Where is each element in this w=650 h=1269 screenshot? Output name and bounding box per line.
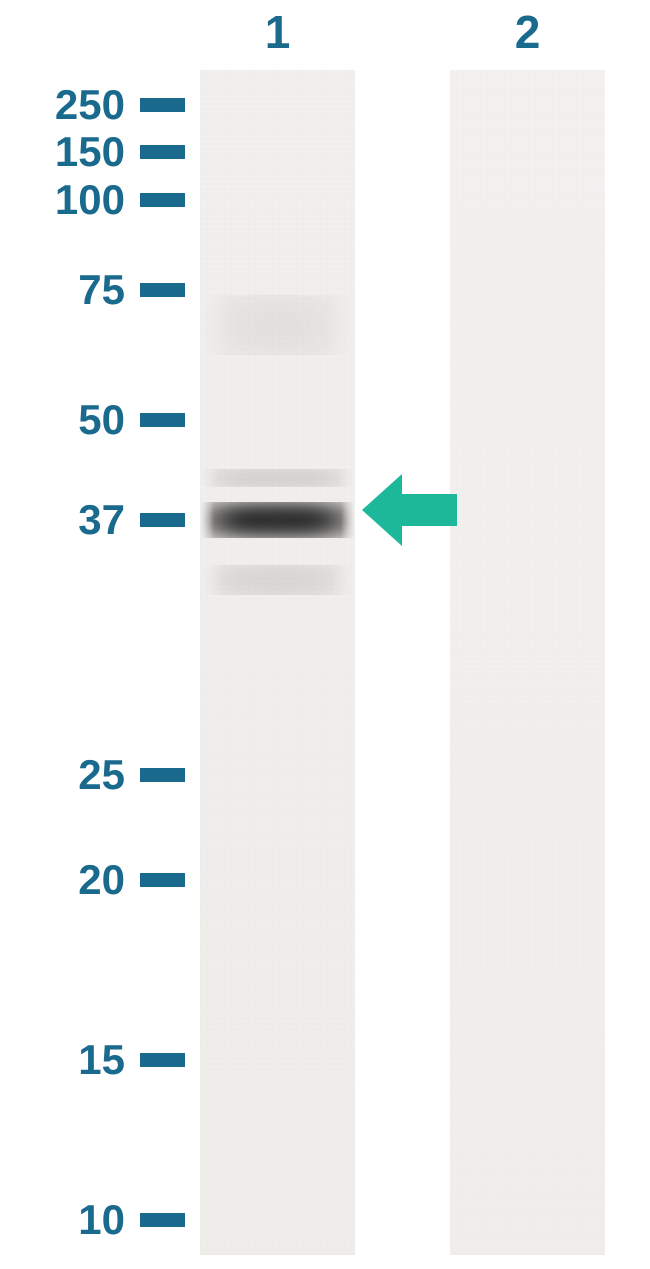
marker-label-50: 50: [78, 396, 125, 444]
marker-tick-10: [140, 1213, 185, 1227]
marker-label-20: 20: [78, 856, 125, 904]
marker-tick-25: [140, 768, 185, 782]
indicator-arrow: [362, 474, 457, 546]
marker-tick-150: [140, 145, 185, 159]
lane-header-2: 2: [450, 5, 605, 59]
marker-tick-50: [140, 413, 185, 427]
lane-header-1: 1: [200, 5, 355, 59]
marker-label-37: 37: [78, 496, 125, 544]
marker-label-100: 100: [55, 176, 125, 224]
lane-1-band-1: [200, 502, 355, 538]
marker-tick-15: [140, 1053, 185, 1067]
marker-label-75: 75: [78, 266, 125, 314]
lane-1-band-3: [200, 565, 355, 595]
marker-tick-100: [140, 193, 185, 207]
lane-1-band-2: [200, 469, 355, 487]
marker-label-25: 25: [78, 751, 125, 799]
marker-tick-37: [140, 513, 185, 527]
marker-label-15: 15: [78, 1036, 125, 1084]
marker-label-10: 10: [78, 1196, 125, 1244]
marker-label-150: 150: [55, 128, 125, 176]
lane-1: [200, 70, 355, 1255]
marker-tick-20: [140, 873, 185, 887]
lane-1-band-4: [200, 295, 355, 355]
western-blot-figure: 1 2 250150100 75 50 37 25 20 15 10: [0, 0, 650, 1269]
marker-tick-250: [140, 98, 185, 112]
marker-label-250: 250: [55, 81, 125, 129]
lane-2: [450, 70, 605, 1255]
marker-tick-75: [140, 283, 185, 297]
